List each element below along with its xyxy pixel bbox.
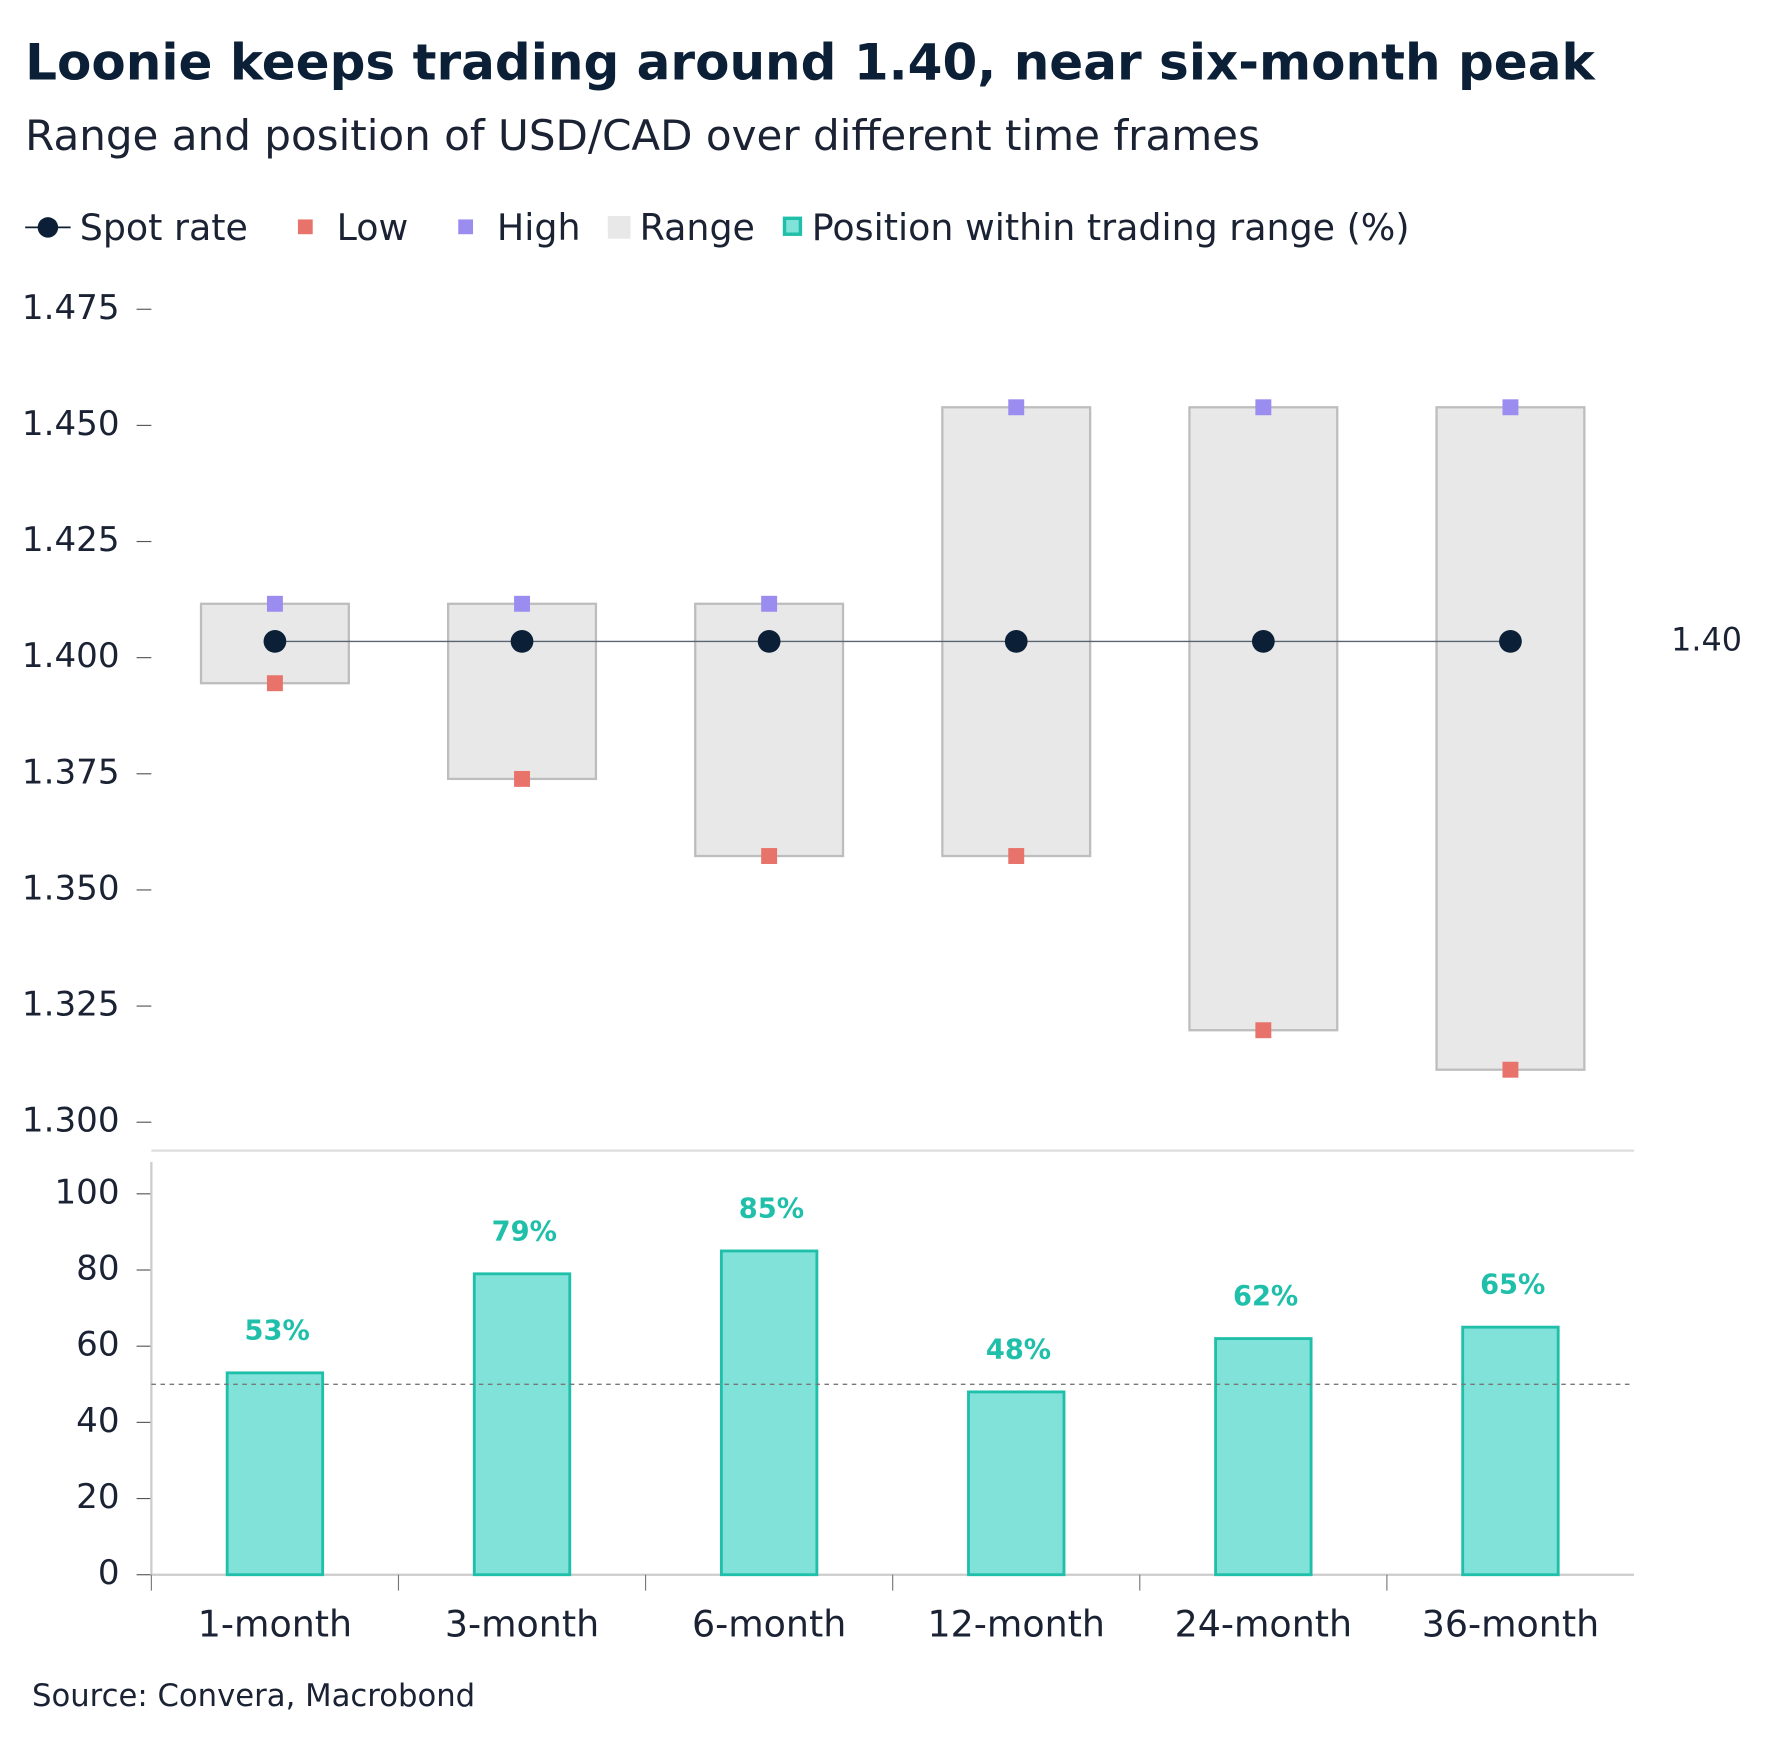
spot-marker [757,630,781,653]
low-marker [266,675,283,692]
x-tick-label: 3-month [445,1602,599,1645]
x-tick-label: 36-month [1422,1602,1599,1645]
legend-label: High [497,206,581,249]
value-label: 79% [492,1216,557,1247]
spot-end-label: 1.40 [1671,620,1742,658]
high-marker [761,595,778,612]
legend-marker [37,217,59,238]
y-tick-label: 1.325 [22,985,120,1025]
legend-label: Low [337,206,409,249]
y-tick-label: 60 [76,1325,119,1365]
spot-marker [1251,630,1275,653]
low-marker [1255,1022,1272,1039]
legend-label: Range [640,206,755,249]
legend-label: Spot rate [80,206,248,249]
x-tick-label: 6-month [692,1602,846,1645]
low-marker [514,770,530,787]
y-tick-label: 80 [76,1249,119,1289]
chart-subtitle: Range and position of USD/CAD over diffe… [25,111,1260,160]
legend-marker [782,216,803,236]
range-box [1435,406,1586,1071]
value-label: 85% [739,1194,804,1225]
legend-label: Position within trading range (%) [812,206,1410,249]
high-marker [1502,399,1519,416]
bar [225,1371,325,1577]
value-label: 53% [245,1315,310,1346]
x-tick-label: 1-month [198,1602,352,1645]
y-tick-label: 100 [54,1172,119,1212]
y-tick-label: 1.350 [22,868,120,908]
y-tick-label: 1.425 [22,520,120,560]
high-marker [1255,399,1272,416]
x-tick-label: 24-month [1175,1602,1352,1645]
spot-marker [263,630,287,653]
low-marker [1008,848,1025,864]
y-tick-label: 1.300 [22,1101,120,1141]
y-tick-label: 1.475 [22,288,120,328]
high-marker [514,595,530,612]
low-marker [761,848,778,864]
range-box [1188,406,1339,1032]
chart-title: Loonie keeps trading around 1.40, near s… [25,33,1596,91]
high-marker [1008,399,1025,416]
y-tick-label: 1.400 [22,636,120,676]
legend-marker [607,216,631,239]
value-label: 65% [1480,1270,1545,1301]
bar [967,1390,1066,1577]
low-marker [1502,1061,1519,1078]
y-tick-label: 20 [76,1477,119,1517]
spot-marker [1499,630,1522,653]
y-tick-label: 0 [98,1553,120,1593]
x-tick-label: 12-month [927,1602,1104,1645]
y-tick-label: 1.450 [22,404,120,444]
value-label: 48% [986,1334,1051,1365]
high-marker [266,595,283,612]
bar [1214,1337,1313,1577]
bar [1461,1325,1560,1577]
legend-marker [458,219,474,235]
y-tick-label: 1.375 [22,752,120,792]
bar [472,1272,572,1577]
bar [719,1249,819,1577]
spot-marker [1004,630,1028,653]
legend-marker [297,219,313,235]
spot-marker [510,630,534,653]
source: Source: Convera, Macrobond [32,1679,475,1714]
value-label: 62% [1233,1281,1298,1312]
y-tick-label: 40 [76,1401,119,1441]
